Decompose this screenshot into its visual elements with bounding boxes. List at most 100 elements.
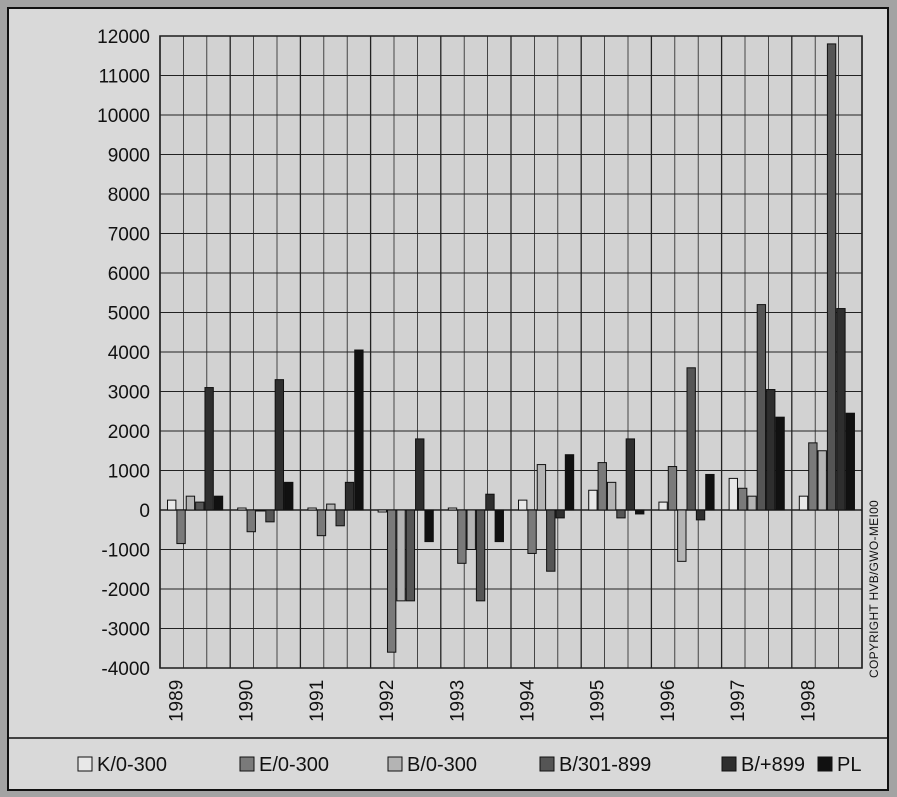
legend-swatch xyxy=(539,756,555,772)
bar-b-899-1997 xyxy=(766,389,776,511)
y-tick-label: 3000 xyxy=(108,383,150,404)
legend-label: B/301-899 xyxy=(559,754,651,776)
bar-b-899-1998 xyxy=(836,308,846,511)
bar-b-0-300-1991 xyxy=(326,503,336,511)
bar-k-0-300-1996 xyxy=(658,501,668,511)
bar-b-899-1993 xyxy=(485,493,495,511)
bar-k-0-300-1992 xyxy=(377,509,387,513)
bar-b-301-899-1995 xyxy=(616,509,626,519)
bar-e-0-300-1994 xyxy=(527,509,537,554)
bar-pl-1995 xyxy=(635,509,645,515)
bar-series xyxy=(167,43,855,653)
bar-e-0-300-1990 xyxy=(246,509,256,533)
bar-pl-1992 xyxy=(424,509,434,543)
bar-pl-1989 xyxy=(213,495,224,511)
bar-pl-1998 xyxy=(845,412,855,511)
bar-b-301-899-1991 xyxy=(335,509,345,527)
bar-b-301-899-1992 xyxy=(405,509,416,602)
x-category-label: 1998 xyxy=(798,680,819,722)
bar-b-0-300-1997 xyxy=(747,495,757,511)
bar-b-0-300-1989 xyxy=(185,495,196,511)
legend-swatch xyxy=(387,756,403,772)
bar-b-301-899-1990 xyxy=(265,509,275,523)
y-tick-label: 7000 xyxy=(108,225,150,246)
bar-b-301-899-1993 xyxy=(475,509,486,602)
y-tick-label: 4000 xyxy=(108,343,150,364)
legend-label: B/0-300 xyxy=(407,754,477,776)
bar-b-899-1990 xyxy=(274,379,285,511)
y-tick-label: 5000 xyxy=(108,304,150,325)
y-tick-label: 8000 xyxy=(108,185,150,206)
bar-b-0-300-1995 xyxy=(606,481,617,511)
legend-swatch xyxy=(721,756,737,772)
y-tick-label: -2000 xyxy=(101,580,150,601)
bar-b-301-899-1998 xyxy=(826,43,837,511)
x-category-label: 1992 xyxy=(377,680,398,722)
bar-e-0-300-1995 xyxy=(597,462,607,511)
x-category-label: 1991 xyxy=(307,680,328,722)
bar-b-899-1989 xyxy=(204,387,214,511)
bar-b-301-899-1996 xyxy=(686,367,696,511)
x-axis-category-labels: 1989 1990 1991 1992 1993 1994 1995 1996 1997 1998 xyxy=(166,679,819,722)
bar-k-0-300-1994 xyxy=(518,499,528,511)
bar-e-0-300-1993 xyxy=(457,509,467,564)
y-tick-label: 2000 xyxy=(108,422,150,443)
y-tick-label: 1000 xyxy=(108,462,150,483)
bar-b-899-1992 xyxy=(415,438,425,511)
bar-b-301-899-1997 xyxy=(756,304,767,511)
bar-k-0-300-1997 xyxy=(728,477,738,511)
x-category-label: 1997 xyxy=(728,680,749,722)
y-tick-label: 10000 xyxy=(97,106,150,127)
y-tick-label: -3000 xyxy=(101,620,150,641)
bar-b-0-300-1996 xyxy=(677,509,687,562)
x-category-label: 1989 xyxy=(166,680,187,722)
y-tick-label: 9000 xyxy=(108,146,150,167)
bar-b-301-899-1989 xyxy=(195,501,205,511)
legend-label: PL xyxy=(837,754,861,776)
y-tick-label: 0 xyxy=(139,501,150,522)
x-category-label: 1996 xyxy=(658,680,679,722)
bar-pl-1990 xyxy=(284,481,294,511)
bar-b-0-300-1998 xyxy=(817,450,827,511)
bar-pl-1996 xyxy=(705,473,715,511)
bar-pl-1994 xyxy=(564,454,575,511)
y-tick-label: -4000 xyxy=(101,659,150,680)
bar-b-899-1994 xyxy=(555,509,565,519)
bar-k-0-300-1998 xyxy=(798,495,809,511)
bar-b-0-300-1990 xyxy=(255,509,266,512)
bar-k-0-300-1991 xyxy=(307,507,317,511)
bar-b-301-899-1994 xyxy=(546,509,556,572)
y-tick-label: 11000 xyxy=(99,67,150,88)
bar-b-899-1991 xyxy=(344,481,355,511)
bar-b-899-1995 xyxy=(625,438,636,511)
legend-swatch xyxy=(239,756,255,772)
bar-e-0-300-1989 xyxy=(176,509,186,545)
bar-k-0-300-1989 xyxy=(167,499,177,511)
y-tick-label: 12000 xyxy=(97,27,150,48)
legend-label: E/0-300 xyxy=(259,754,329,776)
legend-label: K/0-300 xyxy=(97,754,167,776)
legend-label: B/+899 xyxy=(741,754,805,776)
bar-pl-1991 xyxy=(354,349,364,511)
x-category-label: 1990 xyxy=(237,680,258,722)
bar-e-0-300-1992 xyxy=(386,509,397,653)
bar-k-0-300-1990 xyxy=(237,507,247,511)
bar-e-0-300-1991 xyxy=(316,509,327,537)
y-tick-label: 6000 xyxy=(108,264,150,285)
bar-pl-1993 xyxy=(494,509,504,543)
copyright-text: COPYRIGHT HVB/GWO-MEI00 xyxy=(867,500,881,678)
bar-k-0-300-1993 xyxy=(447,507,458,511)
bar-b-899-1996 xyxy=(695,509,706,521)
bar-e-0-300-1997 xyxy=(737,487,748,511)
bar-e-0-300-1998 xyxy=(808,442,818,511)
legend-swatch xyxy=(817,756,833,772)
y-axis-tick-labels: 1200011000100009000800070006000500040003… xyxy=(97,27,150,680)
bar-b-0-300-1992 xyxy=(396,509,406,602)
bar-b-0-300-1994 xyxy=(536,464,547,511)
x-category-label: 1995 xyxy=(588,680,609,722)
legend: K/0-300 E/0-300 B/0-300 B/301-899 B/+899 PL xyxy=(8,737,888,776)
legend-swatch xyxy=(77,756,93,772)
y-tick-label: -1000 xyxy=(101,541,150,562)
